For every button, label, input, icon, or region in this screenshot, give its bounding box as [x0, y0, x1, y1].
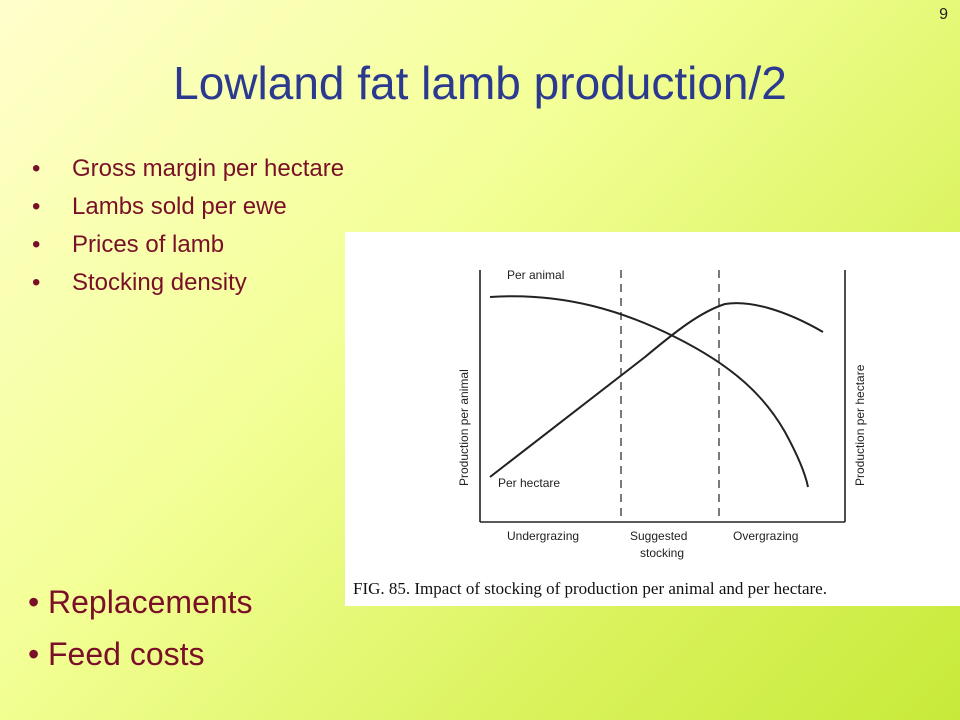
y-right-label: Production per hectare	[853, 364, 867, 486]
top-bullet-list: • Gross margin per hectare • Lambs sold pe…	[32, 150, 344, 302]
bullet-item: • Stocking density	[32, 269, 247, 296]
zone-middle-label-1: Suggested	[630, 529, 687, 543]
slide-title: Lowland fat lamb production/2	[173, 57, 787, 109]
bullet-text: Replacements	[48, 584, 253, 620]
bullet-text: Feed costs	[48, 636, 205, 672]
zone-right-label: Overgrazing	[733, 529, 798, 543]
figure-caption: FIG. 85. Impact of stocking of productio…	[353, 579, 827, 598]
zone-middle-label-2: stocking	[640, 546, 684, 560]
bullet-item: • Prices of lamb	[32, 231, 225, 258]
per-animal-curve	[489, 295, 809, 488]
per-animal-label: Per animal	[507, 268, 564, 282]
y-left-label: Production per animal	[457, 369, 471, 486]
bottom-bullet-list: • Replacements • Feed costs	[28, 582, 253, 686]
slide-number: 9	[939, 6, 948, 23]
bullet-text: Prices of lamb	[72, 231, 225, 258]
bullet-text: Lambs sold per ewe	[72, 193, 287, 220]
bullet-text: Stocking density	[72, 269, 247, 296]
zone-left-label: Undergrazing	[507, 529, 579, 543]
stocking-figure: Per animal Per hectare Production per an…	[345, 232, 960, 606]
bullet-item: • Feed costs	[28, 636, 205, 672]
per-hectare-curve	[489, 302, 824, 478]
bullet-item: • Lambs sold per ewe	[32, 193, 287, 220]
bullet-item: • Gross margin per hectare	[32, 155, 345, 182]
bullet-item: • Replacements	[28, 584, 253, 620]
per-hectare-label: Per hectare	[498, 476, 560, 490]
stocking-diagram: Per animal Per hectare Production per an…	[353, 268, 867, 598]
bullet-text: Gross margin per hectare	[72, 155, 345, 182]
